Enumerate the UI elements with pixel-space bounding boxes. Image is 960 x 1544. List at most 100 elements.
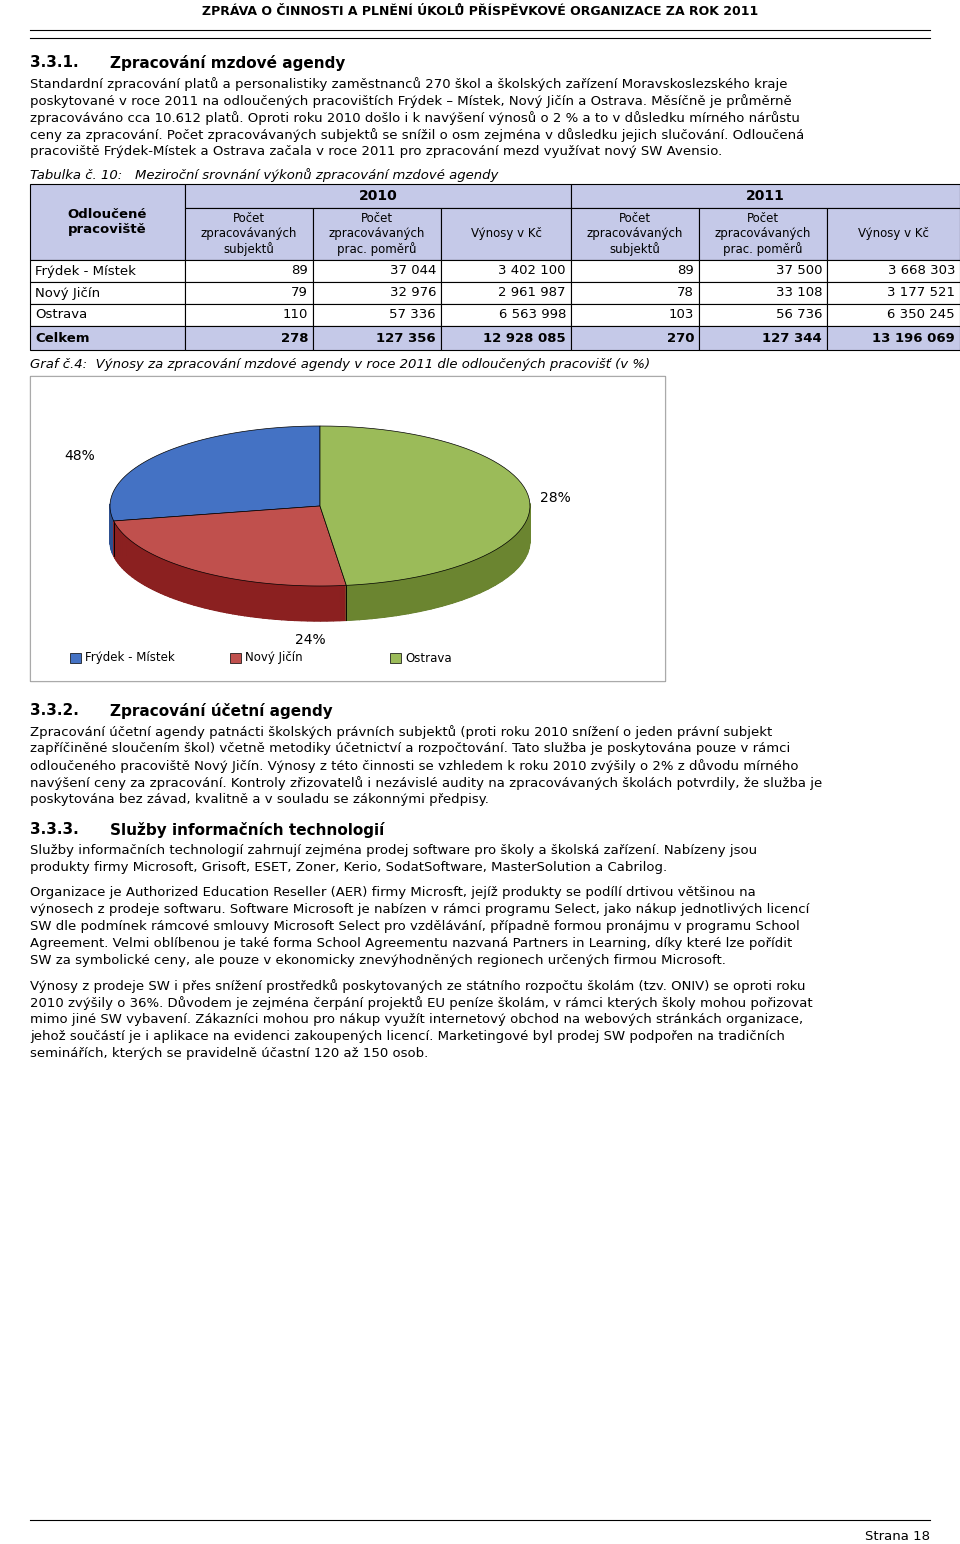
Polygon shape (112, 519, 113, 556)
Polygon shape (372, 582, 384, 619)
Polygon shape (251, 582, 257, 618)
Polygon shape (327, 585, 333, 621)
Text: 3 177 521: 3 177 521 (887, 287, 955, 300)
Text: 2010 zvýšily o 36%. Důvodem je zejména čerpání projektů EU peníze školám, v rámc: 2010 zvýšily o 36%. Důvodem je zejména č… (30, 996, 812, 1010)
Text: 33 108: 33 108 (776, 287, 822, 300)
Polygon shape (301, 585, 307, 621)
Polygon shape (161, 559, 165, 594)
Bar (827, 283, 960, 304)
Text: 78: 78 (677, 287, 694, 300)
Text: 89: 89 (677, 264, 694, 278)
Polygon shape (120, 531, 122, 568)
Text: Výnosy v Kč: Výnosy v Kč (470, 227, 541, 241)
Polygon shape (431, 571, 442, 608)
Polygon shape (184, 567, 189, 604)
Polygon shape (122, 533, 125, 570)
Bar (30, 184, 185, 259)
Text: produkty firmy Microsoft, Grisoft, ESET, Zoner, Kerio, SodatSoftware, MasterSolu: produkty firmy Microsoft, Grisoft, ESET,… (30, 862, 667, 874)
Text: Počet
zpracovávaných
subjektů: Počet zpracovávaných subjektů (201, 212, 298, 256)
Text: 103: 103 (668, 309, 694, 321)
Text: Počet
zpracovávaných
prac. poměrů: Počet zpracovávaných prac. poměrů (715, 212, 811, 256)
Text: 79: 79 (291, 287, 308, 300)
Polygon shape (295, 585, 301, 621)
Polygon shape (149, 553, 153, 590)
Polygon shape (321, 587, 327, 621)
Text: 3.3.1.: 3.3.1. (30, 56, 79, 69)
Bar (185, 208, 313, 259)
Polygon shape (396, 579, 408, 616)
Polygon shape (257, 582, 263, 618)
Text: 24%: 24% (295, 633, 325, 647)
Text: zapříčiněné sloučením škol) včetně metodiky účetnictví a rozpočtování. Tato služ: zapříčiněné sloučením škol) včetně metod… (30, 743, 790, 755)
Polygon shape (320, 426, 530, 585)
Polygon shape (118, 528, 120, 565)
Text: poskytované v roce 2011 na odloučených pracovištích Frýdek – Místek, Nový Jičín : poskytované v roce 2011 na odloučených p… (30, 94, 792, 108)
Text: 3 402 100: 3 402 100 (498, 264, 566, 278)
Bar (313, 283, 441, 304)
Text: 12 928 085: 12 928 085 (484, 332, 566, 344)
Bar (30, 304, 185, 326)
Polygon shape (227, 577, 232, 615)
Text: Výnosy z prodeje SW i přes snížení prostředků poskytovaných ze státního rozpočtu: Výnosy z prodeje SW i přes snížení prost… (30, 979, 805, 993)
Polygon shape (111, 516, 112, 553)
Text: Celkem: Celkem (35, 332, 89, 344)
Polygon shape (221, 576, 227, 613)
Polygon shape (282, 585, 288, 621)
Polygon shape (442, 568, 452, 607)
Polygon shape (153, 554, 156, 591)
Text: 3.3.2.: 3.3.2. (30, 703, 79, 718)
Bar (230, 653, 241, 662)
Text: 127 344: 127 344 (762, 332, 822, 344)
Polygon shape (270, 584, 276, 619)
Polygon shape (142, 548, 145, 585)
Polygon shape (232, 579, 239, 615)
Polygon shape (239, 579, 245, 616)
Polygon shape (359, 584, 372, 619)
Polygon shape (314, 587, 321, 621)
Text: Počet
zpracovávaných
prac. poměrů: Počet zpracovávaných prac. poměrů (329, 212, 425, 256)
Bar (185, 304, 313, 326)
Text: Tabulka č. 10:   Meziroční srovnání výkonů zpracování mzdové agendy: Tabulka č. 10: Meziroční srovnání výkonů… (30, 168, 498, 182)
Polygon shape (518, 528, 522, 568)
Text: Odloučené
pracoviště: Odloučené pracoviště (68, 208, 147, 236)
Text: jehož součástí je i aplikace na evidenci zakoupených licencí. Marketingové byl p: jehož součástí je i aplikace na evidenci… (30, 1030, 785, 1044)
Polygon shape (333, 585, 340, 621)
Polygon shape (488, 550, 495, 590)
Polygon shape (179, 565, 184, 602)
Polygon shape (495, 547, 502, 585)
Polygon shape (165, 560, 170, 598)
Bar (827, 304, 960, 326)
Bar (313, 326, 441, 350)
Text: Zpracování účetní agendy: Zpracování účetní agendy (110, 703, 333, 720)
Text: 13 196 069: 13 196 069 (873, 332, 955, 344)
Bar (571, 184, 960, 208)
Text: zpracováváno cca 10.612 platů. Oproti roku 2010 došlo i k navýšení výnosů o 2 % : zpracováváno cca 10.612 platů. Oproti ro… (30, 111, 800, 125)
Bar (571, 304, 699, 326)
Bar (30, 259, 185, 283)
Text: poskytována bez závad, kvalitně a v souladu se zákonnými předpisy.: poskytována bez závad, kvalitně a v soul… (30, 794, 489, 806)
Text: Zpracování účetní agendy patnácti školských právních subjektů (proti roku 2010 s: Zpracování účetní agendy patnácti školsk… (30, 726, 772, 740)
Text: Standardní zpracování platů a personalistiky zaměstnanců 270 škol a školských za: Standardní zpracování platů a personalis… (30, 77, 787, 91)
Polygon shape (384, 581, 396, 618)
Polygon shape (145, 550, 149, 587)
Text: Strana 18: Strana 18 (865, 1530, 930, 1542)
Polygon shape (204, 573, 210, 610)
Text: Frýdek - Místek: Frýdek - Místek (35, 264, 136, 278)
Bar (313, 304, 441, 326)
Polygon shape (210, 574, 216, 610)
Polygon shape (420, 574, 431, 611)
Text: ZPRÁVA O ČINNOSTI A PLNĚNÍ ÚKOLŮ PŘÍSPĚVKOVÉ ORGANIZACE ZA ROK 2011: ZPRÁVA O ČINNOSTI A PLNĚNÍ ÚKOLŮ PŘÍSPĚV… (202, 5, 758, 19)
Text: 6 563 998: 6 563 998 (498, 309, 566, 321)
Bar (185, 326, 313, 350)
Polygon shape (288, 585, 295, 621)
Polygon shape (170, 562, 175, 599)
Polygon shape (156, 556, 161, 593)
Text: 278: 278 (280, 332, 308, 344)
Bar (827, 259, 960, 283)
Bar (699, 304, 827, 326)
Bar (390, 653, 401, 662)
Bar (30, 283, 185, 304)
Polygon shape (132, 542, 135, 579)
Polygon shape (175, 564, 179, 601)
Polygon shape (508, 537, 514, 576)
